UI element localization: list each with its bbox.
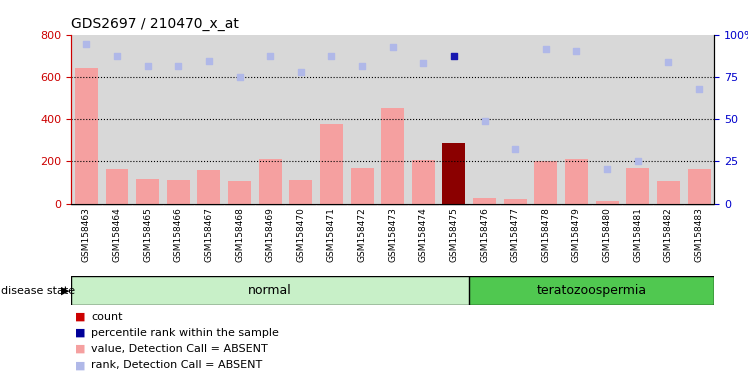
Bar	[622, 35, 653, 204]
Bar	[197, 170, 221, 204]
Text: GSM158475: GSM158475	[450, 207, 459, 262]
Bar	[469, 276, 714, 305]
Text: GSM158477: GSM158477	[511, 207, 520, 262]
Point	[203, 58, 215, 64]
Point	[448, 53, 460, 59]
Bar	[443, 143, 465, 204]
Bar	[684, 35, 714, 204]
Point	[264, 53, 276, 59]
Point	[172, 63, 184, 70]
Bar	[75, 68, 98, 204]
Bar	[255, 35, 286, 204]
Bar	[438, 35, 469, 204]
Point	[663, 59, 675, 65]
Bar	[71, 276, 469, 305]
Bar	[412, 160, 435, 204]
Text: normal: normal	[248, 285, 292, 297]
Text: GSM158482: GSM158482	[664, 207, 673, 262]
Bar	[289, 180, 312, 204]
Text: GSM158468: GSM158468	[235, 207, 244, 262]
Bar	[228, 181, 251, 204]
Text: GDS2697 / 210470_x_at: GDS2697 / 210470_x_at	[71, 17, 239, 31]
Point	[571, 48, 583, 55]
Text: value, Detection Call = ABSENT: value, Detection Call = ABSENT	[91, 344, 268, 354]
Bar	[626, 168, 649, 204]
Point	[417, 60, 429, 66]
Point	[111, 53, 123, 59]
Bar	[381, 109, 404, 204]
Text: rank, Detection Call = ABSENT: rank, Detection Call = ABSENT	[91, 360, 263, 370]
Bar	[378, 35, 408, 204]
Text: GSM158467: GSM158467	[204, 207, 213, 262]
Text: GSM158478: GSM158478	[542, 207, 551, 262]
Point	[325, 53, 337, 59]
Point	[632, 158, 644, 164]
Text: GSM158465: GSM158465	[143, 207, 152, 262]
Point	[540, 46, 552, 53]
Point	[509, 146, 521, 152]
Text: ■: ■	[75, 344, 85, 354]
Point	[387, 44, 399, 50]
Text: teratozoospermia: teratozoospermia	[537, 285, 647, 297]
Point	[141, 63, 153, 70]
Bar	[194, 35, 224, 204]
Bar	[259, 159, 282, 204]
Text: ▶: ▶	[61, 286, 70, 296]
Bar	[286, 35, 316, 204]
Text: count: count	[91, 312, 123, 322]
Text: GSM158472: GSM158472	[358, 207, 367, 262]
Point	[233, 74, 245, 80]
Text: GSM158470: GSM158470	[296, 207, 305, 262]
Bar	[167, 180, 190, 204]
Bar	[469, 35, 500, 204]
Point	[601, 166, 613, 172]
Point	[295, 68, 307, 74]
Text: GSM158463: GSM158463	[82, 207, 91, 262]
Text: GSM158471: GSM158471	[327, 207, 336, 262]
Bar	[561, 35, 592, 204]
Bar	[163, 35, 194, 204]
Bar	[530, 35, 561, 204]
Bar	[132, 35, 163, 204]
Text: GSM158480: GSM158480	[603, 207, 612, 262]
Bar	[320, 124, 343, 204]
Bar	[503, 199, 527, 204]
Bar	[687, 169, 711, 204]
Bar	[473, 198, 496, 204]
Bar	[592, 35, 622, 204]
Bar	[534, 161, 557, 204]
Bar	[408, 35, 438, 204]
Text: GSM158483: GSM158483	[695, 207, 704, 262]
Text: GSM158474: GSM158474	[419, 207, 428, 262]
Bar	[500, 35, 530, 204]
Text: GSM158473: GSM158473	[388, 207, 397, 262]
Point	[479, 118, 491, 124]
Text: GSM158481: GSM158481	[634, 207, 643, 262]
Bar	[71, 35, 102, 204]
Point	[356, 63, 368, 70]
Text: disease state: disease state	[1, 286, 76, 296]
Text: GSM158469: GSM158469	[266, 207, 275, 262]
Bar	[653, 35, 684, 204]
Text: ■: ■	[75, 360, 85, 370]
Text: percentile rank within the sample: percentile rank within the sample	[91, 328, 279, 338]
Bar	[347, 35, 378, 204]
Point	[693, 86, 705, 93]
Bar	[351, 168, 373, 204]
Bar	[224, 35, 255, 204]
Bar	[565, 159, 588, 204]
Bar	[105, 169, 129, 204]
Point	[80, 41, 92, 47]
Bar	[102, 35, 132, 204]
Text: GSM158479: GSM158479	[572, 207, 581, 262]
Text: ■: ■	[75, 328, 85, 338]
Text: GSM158476: GSM158476	[480, 207, 489, 262]
Bar	[657, 181, 680, 204]
Bar	[595, 202, 619, 204]
Text: ■: ■	[75, 312, 85, 322]
Text: GSM158464: GSM158464	[112, 207, 121, 262]
Text: GSM158466: GSM158466	[174, 207, 183, 262]
Bar	[136, 179, 159, 204]
Bar	[316, 35, 347, 204]
